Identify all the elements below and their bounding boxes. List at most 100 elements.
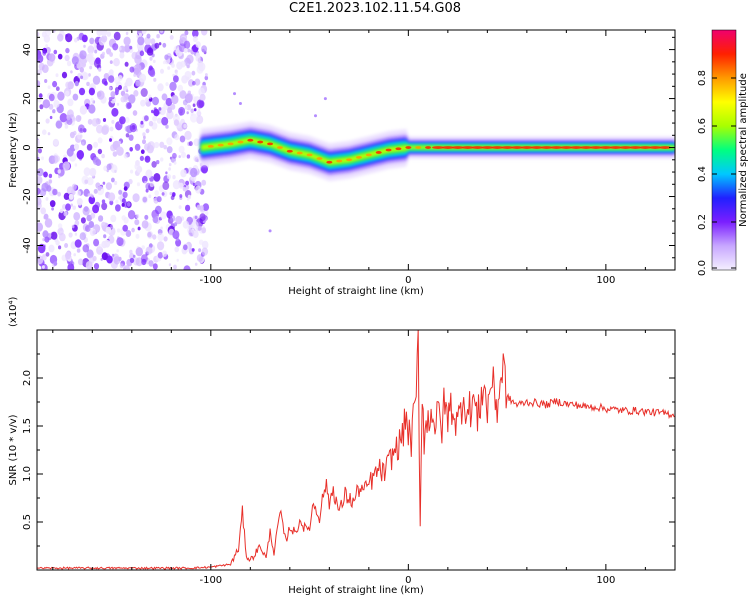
noise-speckle	[43, 171, 48, 178]
noise-speckle	[87, 118, 93, 125]
noise-speckle	[174, 134, 180, 141]
noise-speckle	[123, 186, 128, 191]
noise-speckle	[172, 230, 180, 240]
noise-speckle	[65, 90, 70, 97]
signal-band-peak	[405, 146, 412, 149]
tick-label: 0	[405, 575, 411, 586]
signal-band-peak	[375, 151, 382, 154]
noise-speckle	[134, 219, 140, 226]
noise-speckle	[157, 241, 165, 251]
noise-speckle	[201, 164, 208, 174]
noise-speckle	[83, 44, 86, 48]
noise-speckle	[67, 98, 74, 107]
noise-speckle	[109, 126, 114, 132]
noise-speckle	[111, 119, 115, 124]
noise-speckle	[190, 167, 198, 178]
noise-speckle	[88, 87, 95, 96]
noise-speckle	[141, 254, 148, 263]
noise-speckle	[72, 117, 76, 122]
noise-speckle	[144, 214, 149, 220]
noise-speckle	[58, 232, 66, 242]
noise-speckle	[42, 129, 47, 135]
noise-speckle	[186, 63, 191, 69]
noise-speckle	[128, 178, 133, 185]
noise-speckle	[154, 42, 160, 49]
noise-speckle	[178, 106, 186, 116]
noise-speckle	[67, 263, 75, 270]
noise-speckle	[153, 108, 160, 117]
noise-speckle	[183, 265, 191, 270]
noise-speckle	[196, 254, 203, 262]
noise-speckle	[165, 82, 169, 87]
noise-speckle	[156, 34, 160, 39]
noise-speckle	[129, 257, 135, 264]
noise-speckle	[80, 75, 84, 80]
noise-speckle	[129, 253, 135, 260]
noise-speckle	[103, 234, 107, 239]
noise-speckle	[152, 263, 158, 270]
noise-speckle	[81, 141, 85, 146]
noise-speckle	[127, 153, 130, 157]
noise-speckle	[65, 33, 73, 43]
noise-speckle	[64, 243, 69, 248]
noise-speckle	[119, 52, 125, 59]
noise-speckle	[102, 118, 107, 122]
noise-speckle	[174, 246, 179, 253]
noise-speckle	[116, 228, 121, 233]
noise-speckle	[101, 252, 108, 261]
noise-speckle	[53, 100, 60, 108]
noise-speckle	[78, 124, 85, 133]
noise-speckle	[188, 79, 194, 87]
noise-speckle	[114, 90, 119, 96]
noise-speckle	[178, 145, 185, 154]
noise-speckle	[169, 191, 173, 196]
noise-speckle	[148, 94, 152, 99]
noise-speckle	[37, 139, 40, 145]
signal-band-peak	[227, 142, 234, 146]
noise-speckle	[128, 134, 134, 141]
noise-speckle	[151, 109, 154, 114]
tick-label: -40	[22, 237, 33, 253]
noise-speckle	[38, 93, 43, 99]
noise-speckle	[163, 145, 167, 150]
noise-speckle	[74, 239, 82, 248]
noise-speckle	[190, 113, 198, 123]
noise-speckle	[76, 150, 85, 160]
noise-speckle	[96, 185, 105, 196]
noise-speckle	[152, 96, 159, 106]
noise-speckle	[42, 230, 49, 239]
noise-speckle	[37, 187, 41, 195]
noise-speckle	[48, 179, 53, 184]
noise-speckle	[77, 258, 84, 266]
noise-speckle	[59, 208, 64, 214]
noise-speckle	[51, 207, 54, 211]
noise-speckle	[53, 261, 58, 266]
signal-band-peak	[491, 146, 504, 149]
noise-speckle	[192, 80, 196, 86]
noise-speckle	[38, 62, 45, 71]
noise-speckle	[68, 193, 74, 200]
signal-band-peak	[649, 146, 662, 149]
signal-band-peak	[257, 140, 264, 144]
tick-label: 40	[22, 43, 33, 56]
signal-band-peak	[599, 146, 612, 149]
noise-speckle	[196, 110, 202, 117]
noise-speckle	[65, 81, 71, 89]
noise-speckle	[48, 53, 56, 62]
noise-speckle	[37, 54, 44, 63]
noise-speckle	[70, 70, 73, 74]
noise-speckle	[37, 176, 43, 184]
signal-band-peak	[425, 146, 432, 149]
noise-speckle	[166, 174, 172, 180]
noise-speckle	[121, 202, 125, 207]
noise-speckle	[140, 149, 145, 154]
noise-speckle	[98, 215, 104, 222]
noise-speckle	[125, 102, 132, 110]
noise-speckle	[169, 81, 177, 91]
noise-speckle	[183, 123, 187, 129]
noise-speckle	[197, 108, 201, 112]
noise-speckle	[37, 80, 41, 87]
signal-band-peak	[589, 146, 602, 149]
signal-band-peak	[619, 146, 632, 149]
noise-speckle	[180, 39, 184, 44]
